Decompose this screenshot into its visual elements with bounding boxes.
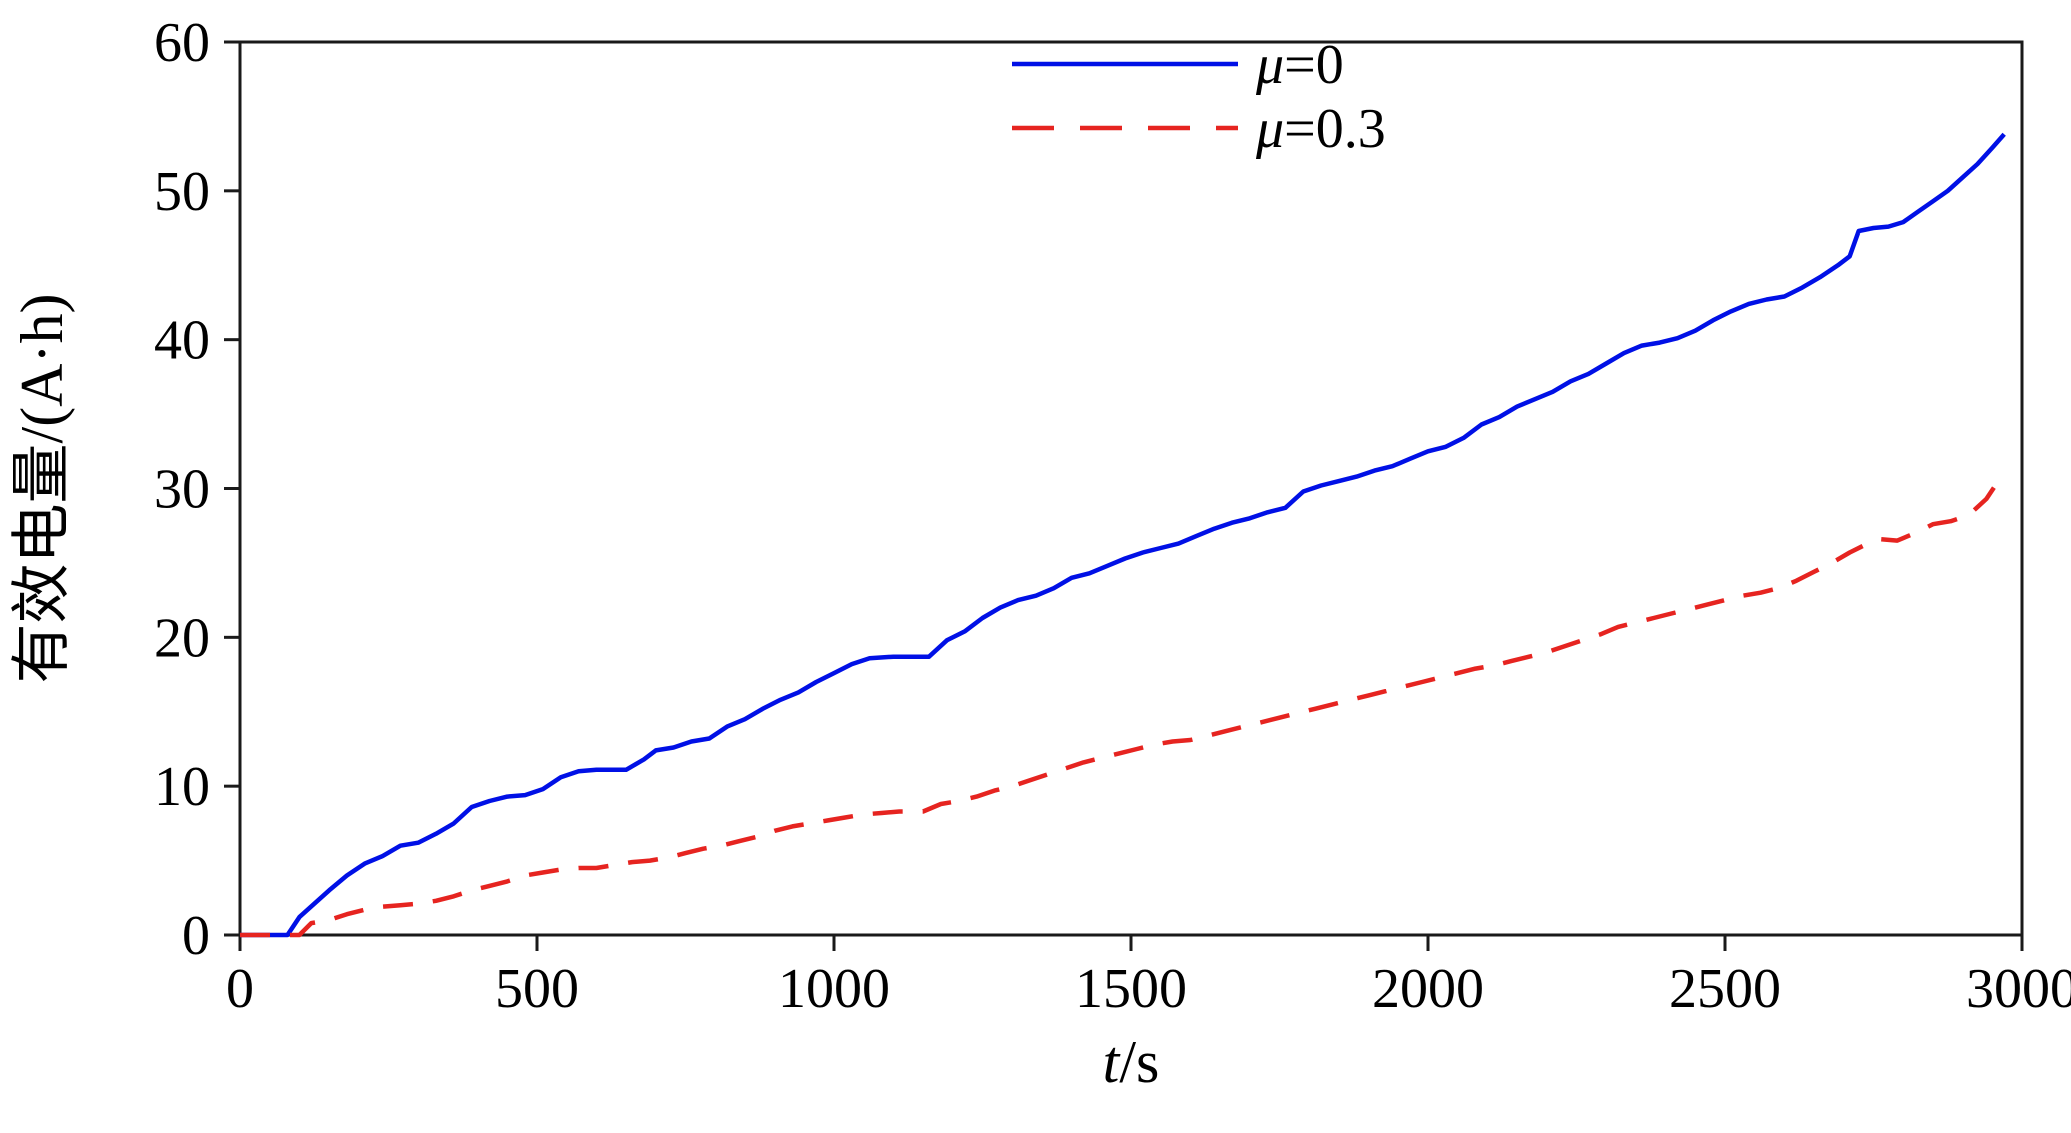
y-tick-label: 50 — [154, 161, 210, 223]
y-tick-label: 60 — [154, 12, 210, 74]
x-tick-label: 1000 — [778, 958, 890, 1020]
y-tick-label: 0 — [182, 905, 210, 967]
legend-label-0: μ=0 — [1255, 34, 1344, 96]
x-tick-label: 2000 — [1372, 958, 1484, 1020]
legend-label-1: μ=0.3 — [1255, 98, 1386, 160]
y-tick-label: 40 — [154, 310, 210, 372]
x-axis-label: t/s — [1103, 1029, 1160, 1095]
x-tick-label: 500 — [495, 958, 579, 1020]
series-line-1 — [240, 479, 2001, 938]
y-tick-label: 30 — [154, 459, 210, 521]
y-tick-label: 10 — [154, 756, 210, 818]
x-tick-label: 3000 — [1966, 958, 2071, 1020]
x-tick-label: 0 — [226, 958, 254, 1020]
plot-box — [238, 40, 2024, 937]
y-tick-label: 20 — [154, 607, 210, 669]
y-axis-label: 有效电量/(A·h) — [9, 294, 75, 684]
x-tick-label: 1500 — [1075, 958, 1187, 1020]
x-tick-label: 2500 — [1669, 958, 1781, 1020]
series-line-0 — [240, 132, 2006, 938]
